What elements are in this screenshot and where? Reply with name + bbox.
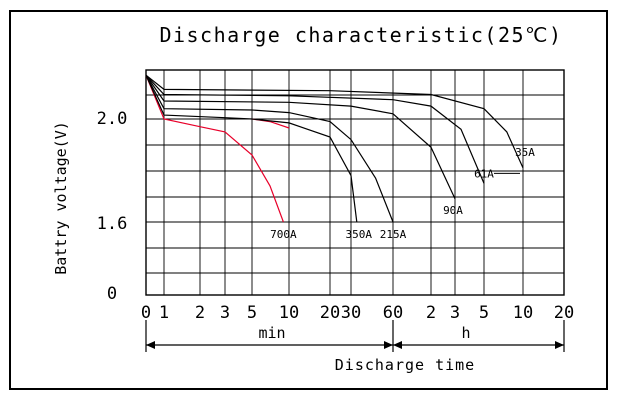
chart-title: Discharge characteristic(25℃) (159, 23, 562, 47)
x-axis-bracket: min h Discharge time (145, 320, 565, 374)
plot-border (145, 69, 565, 296)
series-line-215a (145, 74, 394, 223)
x-tick-label: 3 (450, 303, 460, 323)
series-layer (145, 74, 524, 223)
x-tick-label: 2 (195, 303, 205, 323)
curve-label-61a: 61A (474, 167, 494, 180)
curve-labels: 700A 350A 215A 90A 61A 35A (270, 146, 535, 241)
x-tick-label: 20 (554, 303, 574, 323)
series-line-90a (145, 74, 456, 200)
series-line-700a (145, 74, 284, 223)
curve-label-215a: 215A (380, 228, 407, 241)
chart-frame (9, 10, 608, 390)
series-line-350a (145, 74, 358, 223)
arrowhead (555, 341, 564, 349)
series-line-61a (145, 74, 485, 184)
arrowhead (384, 341, 393, 349)
x-tick-label: 5 (247, 303, 257, 323)
curve-label-90a: 90A (443, 204, 463, 217)
x-tick-label: 60 (383, 303, 403, 323)
curve-label-700a: 700A (270, 228, 297, 241)
y-axis-label: Battry voltage(V) (52, 121, 70, 275)
curve-label-350a: 350A (346, 228, 373, 241)
x-tick-label: 0 (141, 303, 151, 323)
arrowhead (393, 341, 402, 349)
x-unit-min-label: min (258, 324, 285, 342)
y-tick-label: 2.0 (97, 109, 128, 129)
y-tick-label: 1.6 (97, 214, 128, 234)
series-line-35a (145, 74, 524, 169)
x-tick-label: 30 (341, 303, 361, 323)
x-axis-label: Discharge time (335, 356, 475, 374)
x-tick-label: 10 (279, 303, 299, 323)
x-unit-h-label: h (461, 324, 470, 342)
x-tick-label: 2 (426, 303, 436, 323)
arrowhead (146, 341, 155, 349)
x-tick-label: 3 (220, 303, 230, 323)
curve-label-35a: 35A (515, 146, 535, 159)
x-tick-label: 1 (159, 303, 169, 323)
grid (145, 69, 565, 296)
x-tick-label: 5 (479, 303, 489, 323)
y-tick-label: 0 (107, 284, 117, 304)
x-tick-label: 10 (513, 303, 533, 323)
x-tick-label: 20 (320, 303, 340, 323)
tick-labels: 0 1 2 3 5 10 20 30 60 2 3 5 10 202.01.60 (97, 109, 575, 323)
